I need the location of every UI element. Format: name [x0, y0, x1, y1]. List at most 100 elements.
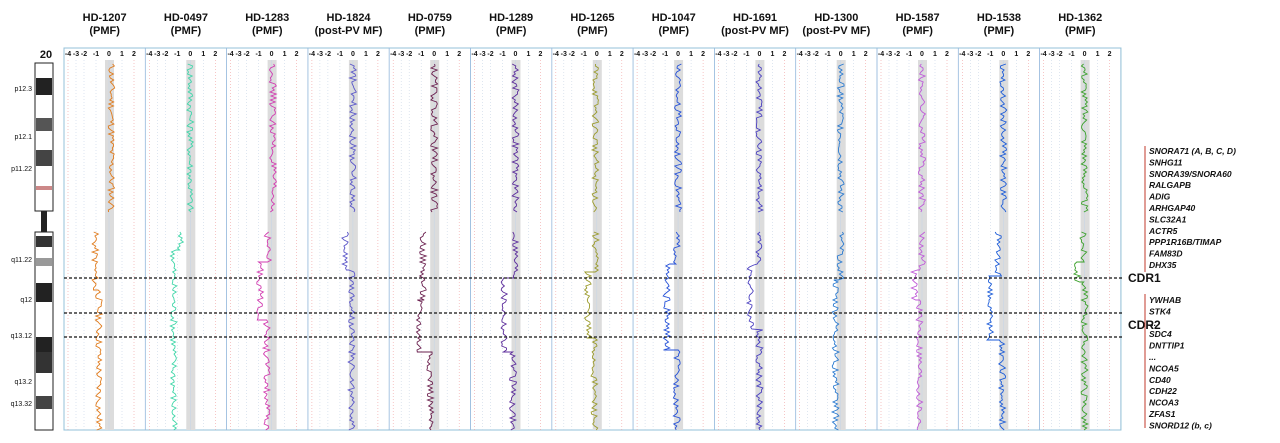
axis-tick-label: -3 — [154, 51, 160, 58]
copy-number-trace — [500, 63, 520, 431]
sample-id: HD-1691 — [733, 12, 777, 24]
axis-tick-label: -3 — [805, 51, 811, 58]
axis-tick-label: 0 — [920, 51, 924, 58]
axis-tick-label: -1 — [337, 51, 343, 58]
axis-tick-label: 1 — [445, 51, 449, 58]
gene-label: ... — [1149, 352, 1156, 362]
ideogram-band — [36, 118, 52, 131]
neutral-band — [430, 60, 440, 430]
axis-tick-label: -4 — [634, 51, 640, 58]
axis-tick-label: -4 — [1040, 51, 1046, 58]
axis-tick-label: 0 — [757, 51, 761, 58]
copy-number-trace — [255, 63, 278, 431]
copy-number-trace — [341, 63, 358, 431]
axis-tick-label: -3 — [479, 51, 485, 58]
ideogram-band — [36, 150, 52, 166]
sample-id: HD-1265 — [570, 12, 614, 24]
gene-label: ACTR5 — [1148, 226, 1178, 236]
copy-number-trace — [169, 63, 195, 431]
axis-tick-label: 1 — [852, 51, 856, 58]
axis-tick-label: 1 — [1014, 51, 1018, 58]
sample-panel: -4 -3 -2 -1 0 1 2 — [551, 47, 634, 431]
axis-tick-label: -3 — [317, 51, 323, 58]
gene-label: NCOA5 — [1149, 363, 1179, 373]
sample-id: HD-1300 — [814, 12, 858, 24]
sample-panel: -4 -3 -2 -1 0 1 2 — [63, 47, 146, 431]
gene-label: FAM83D — [1149, 249, 1183, 259]
copy-number-trace — [415, 63, 440, 431]
sample-id: HD-1283 — [245, 12, 289, 24]
axis-tick-label: 1 — [689, 51, 693, 58]
ideogram-band — [36, 352, 52, 373]
axis-tick-label: -4 — [65, 51, 71, 58]
axis-tick-label: -1 — [987, 51, 993, 58]
sample-diagnosis: (PMF) — [658, 25, 689, 37]
sample-id: HD-1207 — [83, 12, 127, 24]
copy-number-trace — [830, 63, 845, 431]
gene-label: SNHG11 — [1149, 157, 1183, 167]
gene-label: SNORD12 (b, c) — [1149, 420, 1212, 430]
copy-number-trace — [583, 63, 600, 431]
chromosome-ideogram: 20 p12.3 p12.1 p11.22 q11.22 q12 q13.12 q13.2 q… — [11, 49, 54, 431]
axis-tick-label: 2 — [376, 51, 380, 58]
axis-tick-label: -3 — [967, 51, 973, 58]
band-label: p12.3 — [14, 86, 32, 93]
sample-panel: -4 -3 -2 -1 0 1 2 — [714, 47, 797, 431]
neutral-band — [1080, 60, 1090, 430]
gene-lists: SNORA71 (A, B, C, D)SNHG11 SNORA39/SNORA6… — [1144, 146, 1236, 430]
axis-tick-label: -3 — [235, 51, 241, 58]
sample-id: HD-1538 — [977, 12, 1021, 24]
axis-tick-label: 0 — [676, 51, 680, 58]
neutral-band — [836, 60, 846, 430]
axis-tick-label: -1 — [93, 51, 99, 58]
axis-tick-label: -3 — [561, 51, 567, 58]
axis-tick-label: 2 — [1026, 51, 1030, 58]
neutral-band — [186, 60, 196, 430]
sample-diagnosis: (PMF) — [577, 25, 608, 37]
axis-tick-label: 1 — [608, 51, 612, 58]
neutral-band — [267, 60, 277, 430]
band-label: p11.22 — [11, 166, 32, 173]
ideogram-band — [36, 236, 52, 247]
sample-id: HD-0759 — [408, 12, 452, 24]
ideogram-band — [36, 396, 52, 409]
band-label: p12.1 — [14, 134, 32, 141]
sample-panel: -4 -3 -2 -1 0 1 2 — [226, 47, 309, 431]
copy-number-trace — [909, 63, 927, 431]
axis-tick-label: 0 — [270, 51, 274, 58]
axis-tick-label: 0 — [432, 51, 436, 58]
sample-id: HD-1824 — [327, 12, 372, 24]
neutral-band — [105, 60, 114, 430]
axis-tick-label: -2 — [162, 51, 168, 58]
axis-tick-label: 0 — [188, 51, 192, 58]
axis-tick-label: -2 — [975, 51, 981, 58]
ideogram-band — [36, 186, 52, 190]
sample-panel: -4 -3 -2 -1 0 1 2 — [144, 47, 227, 431]
axis-tick-label: -2 — [406, 51, 412, 58]
axis-tick-label: -3 — [886, 51, 892, 58]
axis-tick-label: -3 — [398, 51, 404, 58]
sample-diagnosis: (post-PV MF) — [802, 25, 870, 37]
sample-id: HD-1289 — [489, 12, 533, 24]
sample-id: HD-0497 — [164, 12, 208, 24]
band-label: q13.32 — [11, 401, 33, 408]
copy-number-trace — [1072, 63, 1090, 431]
axis-tick-label: -4 — [553, 51, 559, 58]
axis-tick-label: 2 — [539, 51, 543, 58]
axis-tick-label: -2 — [650, 51, 656, 58]
sample-panel: -4 -3 -2 -1 0 1 2 — [957, 47, 1040, 431]
axis-tick-label: -4 — [471, 51, 477, 58]
axis-tick-label: -1 — [743, 51, 749, 58]
axis-tick-label: 2 — [701, 51, 705, 58]
cdr2-label: CDR2 — [1128, 318, 1161, 332]
cdr1-label: CDR1 — [1128, 271, 1161, 285]
ideogram-band — [36, 283, 52, 302]
axis-tick-label: 0 — [1001, 51, 1005, 58]
panel-border — [1039, 47, 1122, 431]
axis-tick-label: -4 — [715, 51, 721, 58]
axis-tick-label: -1 — [581, 51, 587, 58]
axis-tick-label: -2 — [243, 51, 249, 58]
axis-tick-label: 2 — [457, 51, 461, 58]
sample-diagnosis: (PMF) — [415, 25, 446, 37]
gene-label: PPP1R16B/TIMAP — [1149, 237, 1222, 247]
